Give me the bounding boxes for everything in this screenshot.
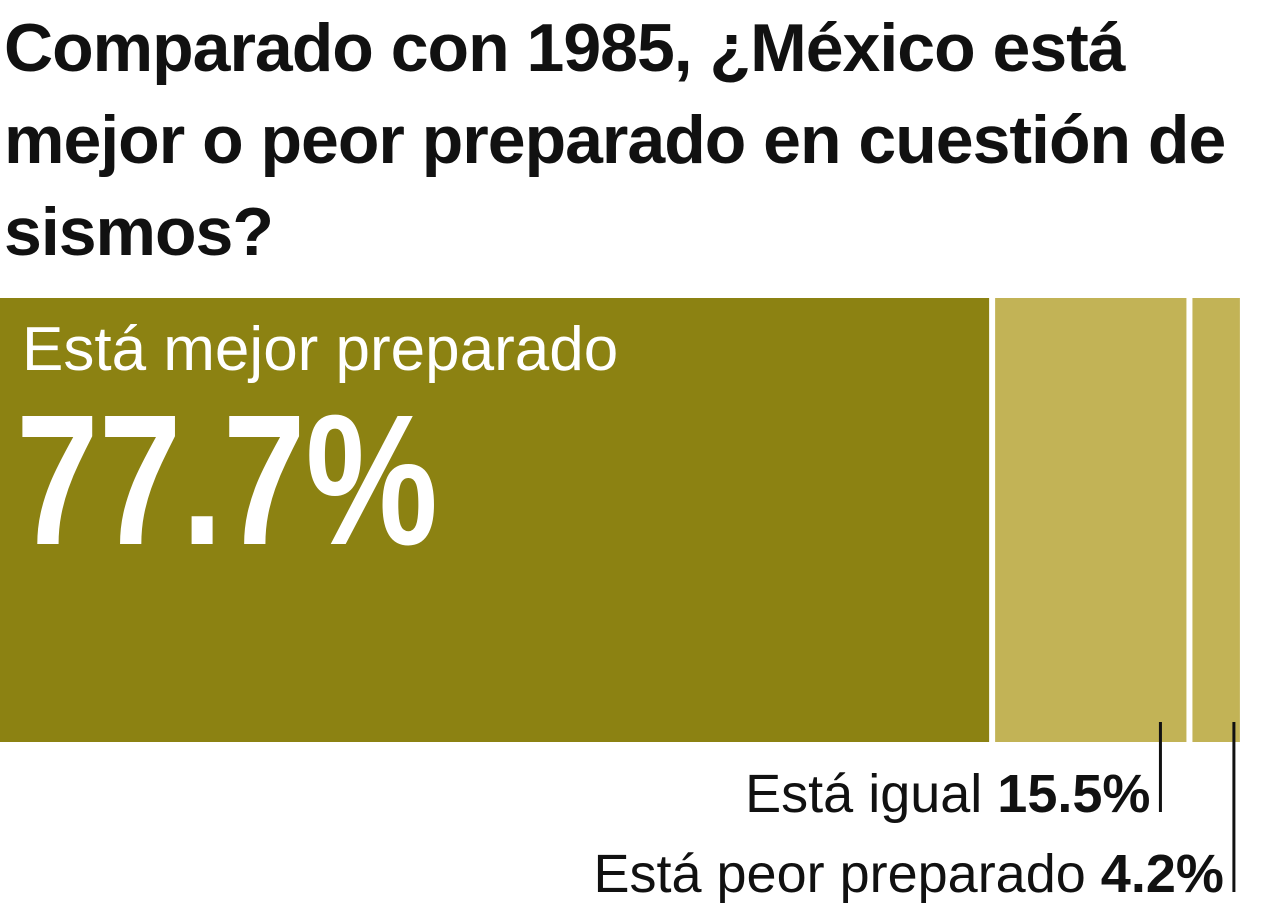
bar-segment-2 xyxy=(995,298,1187,742)
segment-2-value-label: 15.5% xyxy=(997,764,1150,824)
segment-1-value-label: 77.7% xyxy=(16,376,438,584)
segment-3-value-label: 4.2% xyxy=(1101,844,1224,904)
segment-3-category-label: Está peor preparado xyxy=(593,844,1100,904)
segment-2-label: Está igual 15.5% xyxy=(745,764,1150,824)
segment-2-category-label: Está igual xyxy=(745,764,997,824)
bar-segment-1 xyxy=(0,298,990,742)
bar-segments xyxy=(0,298,1240,742)
segment-1-category-label: Está mejor preparado xyxy=(22,315,618,384)
segment-3-label: Está peor preparado 4.2% xyxy=(593,844,1223,904)
chart-title: Comparado con 1985, ¿México está mejor o… xyxy=(4,10,1226,270)
bar-segment-3 xyxy=(1192,298,1240,742)
